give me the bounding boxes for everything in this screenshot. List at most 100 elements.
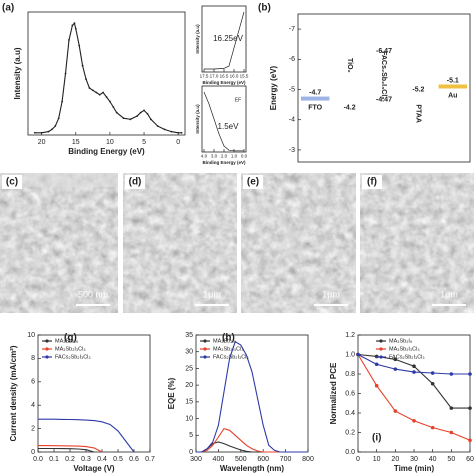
x-axis-title: Binding Energy (eV)	[202, 160, 246, 165]
data-point	[468, 406, 472, 410]
x-tick-label: 20	[391, 456, 399, 463]
data-point	[54, 125, 57, 127]
energy-level	[438, 84, 467, 89]
legend-marker	[45, 339, 49, 343]
data-point	[146, 112, 149, 115]
sem-surface	[0, 173, 118, 187]
data-point	[115, 111, 118, 114]
data-line	[38, 447, 95, 453]
y-axis-title: EQE (%)	[167, 377, 176, 409]
panel-label: (c)	[6, 177, 18, 188]
x-tick-label: 17.0	[210, 74, 219, 79]
x-tick-label: 15.5	[240, 74, 249, 79]
y-tick-label: -7	[289, 26, 295, 33]
level-name: PTAA	[415, 104, 422, 123]
plot-frame	[195, 334, 309, 453]
data-point	[430, 425, 435, 430]
legend-marker	[45, 355, 49, 359]
data-line	[38, 418, 135, 453]
scale-label: 1μm	[440, 289, 458, 299]
y-tick-label: 0.0	[345, 449, 355, 456]
scale-label: 1μm	[322, 289, 340, 299]
sem-image	[123, 173, 237, 313]
data-point	[393, 409, 398, 413]
sem-image	[360, 173, 474, 313]
plot-frame	[201, 85, 247, 153]
x-tick-label: 10	[106, 139, 114, 146]
x-tick-label: 10	[373, 456, 381, 463]
y-axis-title: Normalized PCE	[329, 362, 338, 424]
y-tick-label: 15	[185, 399, 193, 406]
y-tick-label: 1.0	[345, 351, 355, 358]
x-tick-label: 0.0	[33, 456, 43, 463]
y-tick-label: 30	[185, 349, 193, 356]
y-tick-label: -6	[289, 56, 295, 63]
data-point	[64, 72, 67, 75]
data-point	[149, 118, 152, 121]
x-axis-title: Time (min)	[394, 464, 435, 473]
y-tick-label: -5	[289, 86, 295, 93]
data-point	[102, 91, 104, 94]
legend-label: FACs₂Sb₂I₃Cl₃	[213, 354, 249, 360]
y-tick-label: 0	[31, 449, 35, 456]
y-tick-label: 8	[31, 355, 35, 362]
data-line	[38, 445, 103, 453]
y-tick-label: 0.2	[345, 429, 355, 436]
x-tick-label: 0.0	[241, 154, 248, 159]
energy-level	[301, 96, 330, 101]
level-name: Au	[448, 92, 457, 99]
annotation: 1.5eV	[218, 122, 240, 131]
y-tick-label: -4	[289, 117, 295, 124]
data-line	[357, 353, 470, 409]
data-point	[468, 438, 472, 443]
data-point	[112, 106, 115, 108]
y-tick-label: 0.8	[345, 371, 355, 378]
y-tick-label: 6	[31, 379, 35, 386]
data-point	[393, 367, 398, 371]
y-tick-label: 25	[185, 365, 193, 372]
data-line	[34, 22, 182, 134]
data-point	[136, 115, 139, 117]
data-point	[356, 352, 360, 357]
y-tick-label: 1.2	[345, 332, 355, 339]
x-tick-label: 17.5	[200, 74, 209, 79]
data-point	[71, 24, 74, 27]
data-point	[156, 125, 159, 127]
y-tick-label: 2	[31, 425, 35, 432]
x-tick-label: 400	[213, 456, 225, 463]
panel-label-box	[125, 175, 145, 189]
legend-label: MA₃Sb₂I₉	[389, 338, 412, 344]
data-point	[57, 117, 60, 120]
legend-marker	[203, 355, 207, 359]
legend-marker	[379, 339, 383, 343]
data-point	[430, 371, 435, 375]
panel-label: (a)	[2, 3, 14, 14]
data-line	[196, 441, 308, 453]
data-point	[412, 364, 416, 369]
x-tick-label: 3.0	[211, 154, 218, 159]
x-tick-label: 0.1	[49, 456, 59, 463]
panel-label: (e)	[247, 177, 259, 188]
x-tick-label: 0.4	[97, 456, 107, 463]
level-value: -5.1	[447, 77, 459, 84]
data-point	[170, 130, 173, 133]
data-point	[78, 44, 81, 47]
panel-label: (b)	[258, 3, 271, 14]
legend-label: MA₃Sb₂I₃Cl₃	[213, 346, 244, 352]
panel-label: (d)	[129, 177, 142, 188]
data-point	[109, 100, 111, 103]
x-tick-label: 600	[257, 456, 269, 463]
legend-label: MA₃Sb₂I₉	[55, 338, 78, 344]
x-tick-label: 16.0	[230, 74, 239, 79]
annotation: 16.25eV	[213, 34, 243, 43]
x-tick-label: 30	[410, 456, 418, 463]
level-name: TiO₂	[346, 58, 353, 73]
x-tick-label: 60	[466, 456, 474, 463]
y-tick-label: 35	[185, 332, 193, 339]
x-tick-label: 0	[356, 456, 360, 463]
y-axis-title: Intensity (a.u)	[195, 104, 200, 134]
x-tick-label: 2.0	[221, 154, 228, 159]
x-tick-label: 800	[302, 456, 314, 463]
